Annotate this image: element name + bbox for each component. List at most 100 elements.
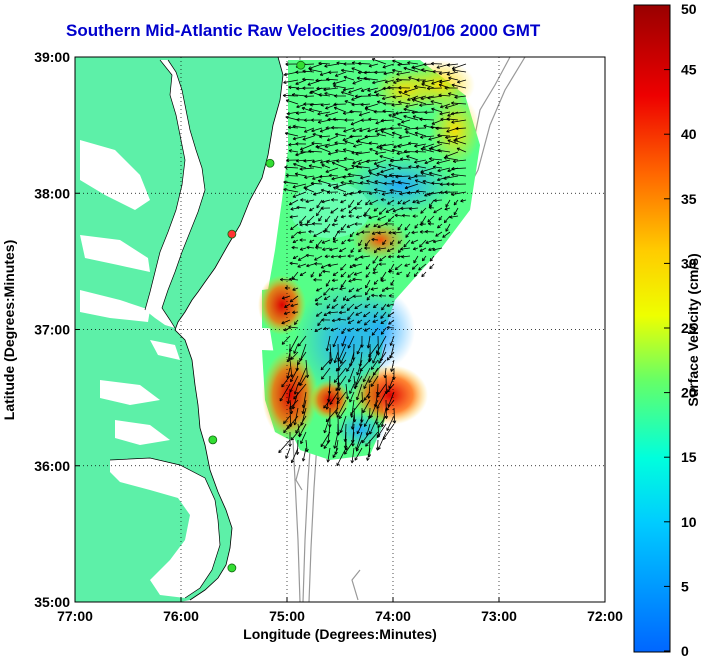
velocity-arrow (360, 175, 371, 180)
velocity-arrow (321, 163, 331, 169)
velocity-arrow (302, 135, 315, 141)
velocity-arrow (356, 359, 363, 376)
velocity-arrow (352, 294, 363, 299)
velocity-arrow (297, 255, 307, 261)
velocity-arrow (383, 101, 395, 106)
velocity-arrow (373, 263, 379, 272)
velocity-arrow (379, 147, 395, 153)
velocity-arrow (420, 95, 435, 101)
velocity-arrow (387, 215, 395, 222)
velocity-arrow (324, 254, 331, 259)
velocity-arrow (371, 237, 379, 242)
velocity-arrow (285, 173, 299, 178)
velocity-arrow (292, 135, 307, 141)
velocity-arrow (328, 263, 339, 268)
velocity-arrow (345, 383, 350, 400)
velocity-arrow (344, 439, 355, 455)
velocity-arrow (407, 61, 419, 65)
colorbar-tick-label: 0 (681, 643, 689, 659)
velocity-arrow (348, 207, 355, 214)
velocity-arrow (453, 199, 459, 206)
velocity-arrow (361, 431, 371, 444)
velocity-arrow (339, 415, 347, 434)
velocity-arrow (432, 239, 443, 244)
velocity-arrow (438, 83, 451, 89)
velocity-arrow (431, 107, 443, 113)
velocity-arrow (355, 139, 371, 145)
velocity-arrow (451, 182, 467, 187)
velocity-arrow (419, 239, 427, 248)
velocity-arrow (315, 311, 323, 317)
velocity-arrow (341, 68, 355, 73)
velocity-arrow (334, 141, 347, 145)
velocity-arrow (347, 367, 355, 383)
velocity-arrow (348, 199, 355, 208)
velocity-arrow (432, 165, 443, 169)
velocity-arrow (318, 271, 323, 277)
velocity-arrow (347, 311, 355, 321)
velocity-arrow (414, 223, 419, 229)
velocity-arrow (323, 326, 331, 331)
velocity-arrow (401, 119, 411, 124)
velocity-arrow (365, 223, 371, 228)
velocity-arrow (382, 63, 395, 69)
velocity-arrow (344, 167, 355, 172)
velocity-arrow (321, 199, 331, 204)
velocity-arrow (388, 319, 395, 325)
velocity-arrow (351, 150, 363, 155)
velocity-vectors (278, 58, 467, 467)
velocity-arrow (322, 229, 331, 234)
velocity-arrow (291, 391, 299, 410)
velocity-arrow (353, 143, 363, 148)
velocity-arrow (413, 271, 419, 277)
velocity-arrow (303, 102, 315, 106)
velocity-arrow (315, 245, 323, 250)
velocity-arrow (352, 79, 363, 85)
velocity-arrow (355, 439, 363, 452)
velocity-arrow (340, 180, 355, 185)
velocity-arrow (295, 151, 307, 157)
velocity-arrow (327, 190, 339, 194)
velocity-arrow (388, 230, 395, 235)
velocity-arrow (405, 231, 411, 238)
velocity-arrow (395, 111, 411, 115)
velocity-arrow (343, 191, 355, 197)
velocity-arrow (382, 109, 395, 114)
y-tick-label: 36:00 (34, 458, 70, 474)
velocity-arrow (421, 255, 427, 262)
velocity-arrow (389, 158, 403, 163)
velocity-arrow (299, 143, 315, 151)
velocity-arrow (451, 119, 467, 124)
velocity-arrow (367, 383, 371, 399)
velocity-arrow (316, 287, 323, 292)
velocity-arrow (337, 230, 347, 234)
velocity-arrow (311, 159, 323, 164)
velocity-arrow (340, 223, 347, 231)
velocity-arrow (288, 325, 299, 329)
velocity-arrow (385, 207, 395, 213)
velocity-arrow (432, 69, 443, 74)
velocity-arrow (323, 287, 331, 296)
velocity-arrow (289, 277, 299, 282)
velocity-arrow (355, 383, 363, 401)
velocity-arrow (288, 431, 292, 447)
velocity-arrow (299, 375, 307, 387)
velocity-arrow (380, 319, 387, 325)
velocity-arrow (289, 295, 299, 303)
velocity-arrow (391, 148, 403, 153)
velocity-arrow (343, 295, 347, 301)
radar-station-marker (296, 60, 306, 70)
velocity-arrow (360, 181, 371, 185)
velocity-arrow (299, 167, 315, 171)
velocity-arrow (319, 134, 331, 139)
velocity-arrow (346, 359, 355, 372)
velocity-arrow (328, 70, 339, 75)
velocity-arrow (289, 261, 299, 266)
velocity-arrow (293, 383, 299, 395)
velocity-arrow (415, 149, 427, 154)
velocity-arrow (372, 319, 379, 323)
velocity-arrow (309, 102, 323, 107)
velocity-arrow (430, 100, 443, 105)
velocity-arrow (420, 147, 435, 153)
velocity-arrow (387, 254, 395, 259)
